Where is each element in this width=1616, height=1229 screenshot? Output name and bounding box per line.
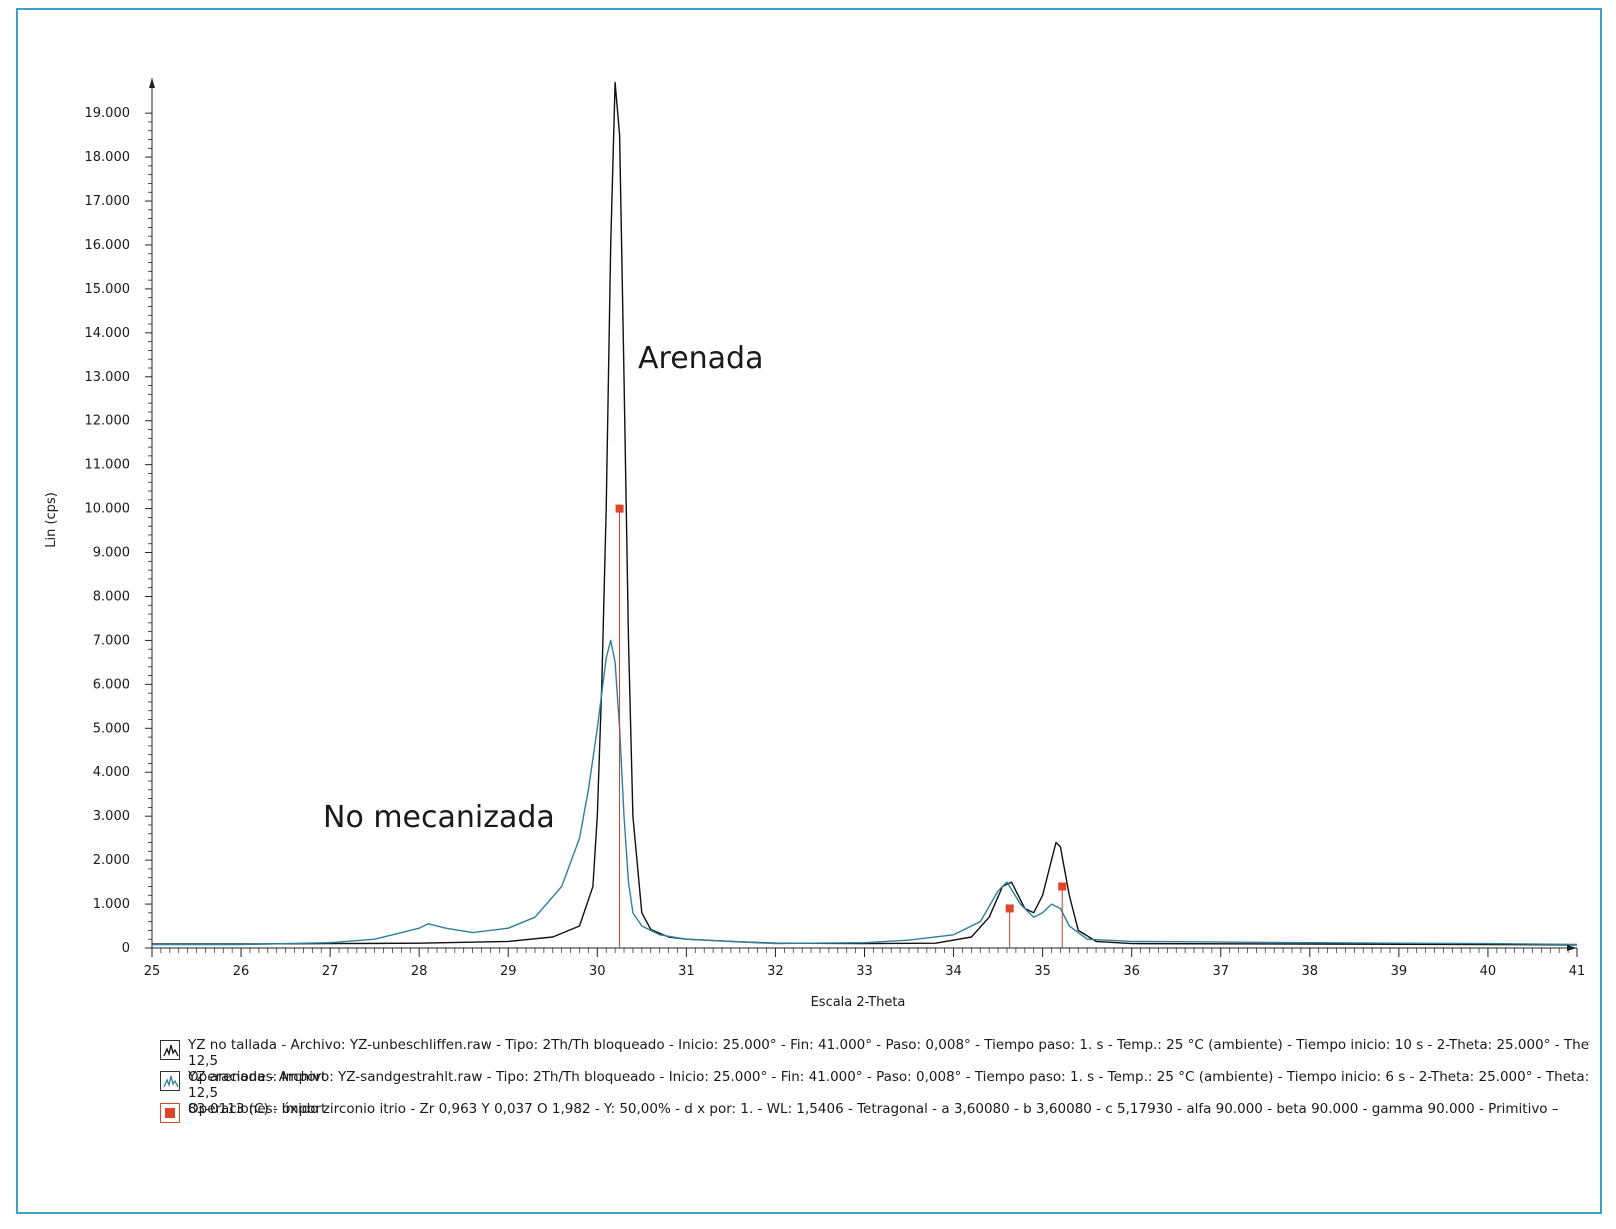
x-tick-label: 26 xyxy=(233,964,250,979)
x-axis-arrow xyxy=(1567,945,1577,951)
black-trace-icon xyxy=(160,1040,180,1060)
x-tick-label: 31 xyxy=(678,964,695,979)
x-tick-label: 35 xyxy=(1034,964,1051,979)
y-tick-label: 12.000 xyxy=(85,414,131,429)
x-tick-label: 27 xyxy=(322,964,339,979)
x-tick-label: 30 xyxy=(589,964,606,979)
legend: YZ no tallada - Archivo: YZ-unbeschliffe… xyxy=(160,1037,1590,1123)
series-layer xyxy=(152,81,1578,946)
y-tick-label: 18.000 xyxy=(85,150,131,165)
y-tick-label: 14.000 xyxy=(85,326,131,341)
legend-text: YZ no tallada - Archivo: YZ-unbeschliffe… xyxy=(188,1037,1590,1053)
legend-text: Operaciones: Import xyxy=(188,1101,327,1117)
y-tick-label: 8.000 xyxy=(93,589,130,604)
x-tick-label: 39 xyxy=(1391,964,1408,979)
legend-text: 12,5 xyxy=(188,1085,219,1101)
series-arenada-line xyxy=(152,639,1578,946)
y-axis-title: Lin (cps) xyxy=(44,492,59,548)
y-tick-label: 0 xyxy=(122,941,130,956)
x-tick-label: 41 xyxy=(1569,964,1586,979)
x-tick-label: 33 xyxy=(856,964,873,979)
legend-text: 83-0113 (C) - óxido zirconio itrio - Zr … xyxy=(188,1101,1559,1117)
figure-frame xyxy=(16,8,1602,1214)
x-tick-label: 40 xyxy=(1480,964,1497,979)
y-tick-label: 9.000 xyxy=(93,546,130,561)
annotation-no-mecanizada: No mecanizada xyxy=(323,800,555,835)
reference-marker xyxy=(1058,882,1067,891)
y-tick-label: 5.000 xyxy=(93,721,130,736)
y-tick-label: 1.000 xyxy=(93,897,130,912)
reference-marker xyxy=(615,504,624,513)
x-tick-label: 37 xyxy=(1212,964,1229,979)
y-tick-label: 6.000 xyxy=(93,677,130,692)
blue-trace-icon xyxy=(160,1071,180,1091)
y-tick-label: 13.000 xyxy=(85,370,131,385)
y-tick-label: 10.000 xyxy=(85,502,131,517)
y-tick-label: 16.000 xyxy=(85,238,131,253)
x-tick-label: 36 xyxy=(1123,964,1140,979)
legend-text: Operaciones: Import xyxy=(188,1069,327,1085)
x-tick-label: 29 xyxy=(500,964,517,979)
y-tick-label: 3.000 xyxy=(93,809,130,824)
y-tick-label: 11.000 xyxy=(85,458,131,473)
red-square-icon xyxy=(160,1103,180,1123)
y-tick-label: 7.000 xyxy=(93,633,130,648)
legend-text: YZ arenada - Archivo: YZ-sandgestrahlt.r… xyxy=(188,1069,1590,1085)
reference-marker xyxy=(1005,904,1014,913)
xrd-chart: 0 1.000 2.000 3.000 4.000 5.000 6.000 7.000 8.00… xyxy=(44,78,1586,1010)
chart-axes: 0 1.000 2.000 3.000 4.000 5.000 6.000 7.000 8.00… xyxy=(85,78,1586,979)
x-axis-title: Escala 2-Theta xyxy=(811,995,906,1010)
x-tick-label: 25 xyxy=(144,964,161,979)
x-tick-label: 28 xyxy=(411,964,428,979)
y-axis-arrow xyxy=(149,78,155,88)
y-tick-label: 4.000 xyxy=(93,765,130,780)
legend-item-arenada: YZ arenada - Archivo: YZ-sandgestrahlt.r… xyxy=(160,1068,1590,1117)
x-tick-label: 34 xyxy=(945,964,962,979)
y-tick-label: 19.000 xyxy=(85,106,131,121)
y-tick-label: 15.000 xyxy=(85,282,131,297)
legend-item-reference: 83-0113 (C) - óxido zirconio itrio - Zr … xyxy=(160,1100,1590,1123)
y-tick-label: 17.000 xyxy=(85,194,131,209)
x-tick-label: 32 xyxy=(767,964,784,979)
reference-lines xyxy=(615,504,1067,948)
legend-item-no-tallada: YZ no tallada - Archivo: YZ-unbeschliffe… xyxy=(160,1037,1590,1085)
x-tick-label: 38 xyxy=(1302,964,1319,979)
y-tick-label: 2.000 xyxy=(93,853,130,868)
legend-text: 12,5 xyxy=(188,1053,219,1069)
annotation-arenada: Arenada xyxy=(638,341,763,376)
